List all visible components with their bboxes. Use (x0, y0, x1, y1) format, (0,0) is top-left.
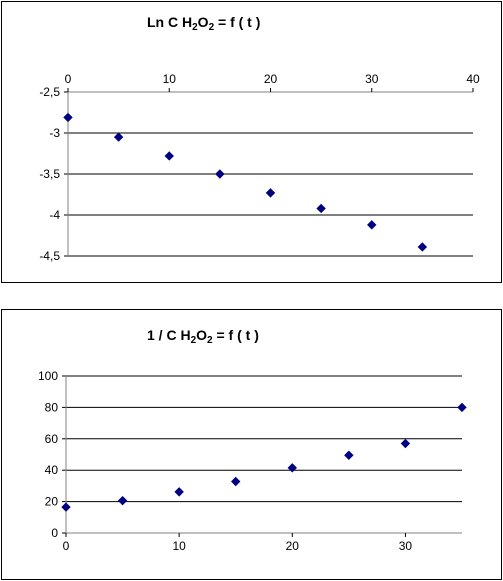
data-point (400, 438, 411, 449)
x-tick-label: 30 (399, 539, 413, 553)
y-tick-label: 60 (45, 432, 59, 446)
x-tick-label: 20 (286, 539, 300, 553)
ln-chart-svg: Ln C H2O2 = f ( t ) -2,5 -3 -3,5 -4 -4,5 0 10 2… (39, 14, 480, 263)
data-point (316, 203, 326, 214)
y-tick-label: -4 (49, 208, 60, 222)
data-point (287, 463, 297, 473)
y-tick-label: 80 (45, 400, 59, 414)
y-tick-label: 20 (45, 495, 59, 509)
data-point (113, 132, 124, 142)
chart-title: Ln C H2O2 = f ( t ) (147, 14, 260, 33)
y-tick-label: -3 (49, 126, 60, 140)
x-tick-label: 40 (466, 72, 480, 86)
y-tick-label: -4,5 (39, 249, 60, 263)
data-point (174, 487, 184, 497)
data-point (344, 450, 354, 460)
data-point (117, 495, 128, 506)
data-point (215, 169, 225, 179)
data-point (164, 151, 174, 161)
data-point (367, 220, 377, 230)
x-tick-label: 0 (63, 539, 70, 553)
x-tick-label: 10 (172, 539, 186, 553)
data-point (265, 188, 276, 198)
data-point (63, 112, 73, 123)
inverse-chart-svg: 1 / C H2O2 = f ( t ) 100 80 60 40 20 00 10 20 30 (38, 327, 467, 553)
y-tick-label: 0 (51, 526, 58, 540)
y-tick-label: -3,5 (39, 167, 60, 181)
y-tick-label: -2,5 (39, 85, 60, 99)
y-tick-label: 100 (38, 369, 58, 383)
x-tick-label: 20 (264, 72, 278, 86)
data-point (61, 502, 71, 512)
chart-panel-ln: Ln C H2O2 = f ( t ) -2,5 -3 -3,5 -4 -4,5 0 10 2… (1, 1, 502, 283)
chart-title: 1 / C H2O2 = f ( t ) (147, 327, 259, 346)
y-tick-label: 40 (45, 463, 59, 477)
x-tick-label: 30 (365, 72, 379, 86)
data-point (231, 476, 241, 487)
data-point (417, 242, 428, 252)
data-point (457, 402, 467, 413)
x-tick-label: 0 (65, 72, 72, 86)
x-tick-label: 10 (163, 72, 177, 86)
chart-panel-inverse: 1 / C H2O2 = f ( t ) 100 80 60 40 20 0 0 10 20 30 (1, 309, 502, 580)
